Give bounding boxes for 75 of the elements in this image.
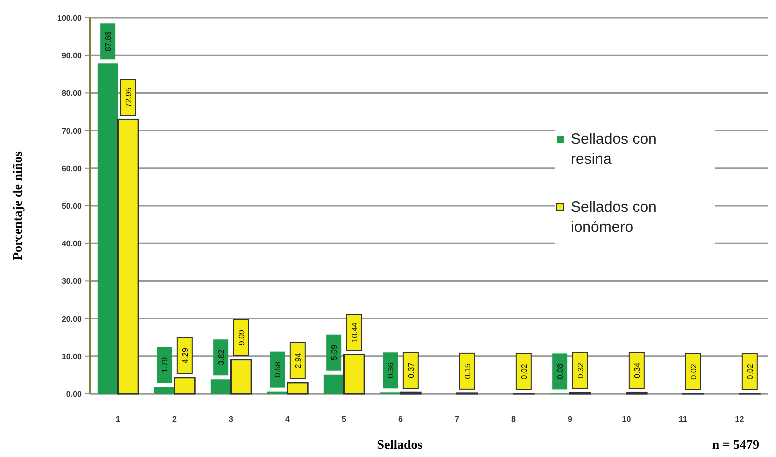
value-tag: 9.09 bbox=[233, 319, 250, 356]
value-tag: 0.32 bbox=[572, 352, 588, 390]
value-tag: 72.95 bbox=[120, 79, 136, 116]
value-tag: 5.09 bbox=[326, 334, 342, 371]
x-tick-label: 8 bbox=[512, 415, 517, 424]
legend-label: Sellados con ionómero bbox=[571, 199, 657, 236]
data-label: 0.34 bbox=[632, 362, 642, 379]
value-tag: 0.34 bbox=[628, 352, 645, 390]
y-tick-label: 70.00 bbox=[62, 126, 83, 136]
data-label: 0.37 bbox=[406, 362, 416, 378]
data-label: 3.82 bbox=[217, 349, 226, 366]
value-tag: 4.29 bbox=[176, 337, 193, 374]
y-tick-label: 50.00 bbox=[62, 202, 83, 211]
data-label: 4.29 bbox=[180, 348, 190, 364]
value-tag: 0.37 bbox=[402, 352, 419, 390]
text: n = 5479 bbox=[712, 437, 760, 452]
y-tick-label: 20.00 bbox=[62, 314, 83, 324]
value-tag: 2.94 bbox=[290, 342, 306, 380]
bar bbox=[174, 377, 196, 395]
data-label: 0.02 bbox=[746, 364, 755, 380]
y-tick-label: 40.00 bbox=[62, 240, 83, 249]
bar bbox=[210, 380, 232, 394]
y-tick-label: 30.00 bbox=[62, 277, 83, 286]
x-tick-label: 5 bbox=[342, 415, 348, 424]
x-tick-label: 3 bbox=[229, 415, 234, 424]
value-tag: 0.36 bbox=[383, 352, 398, 389]
y-tick-label: 80.00 bbox=[62, 89, 83, 98]
bar bbox=[230, 359, 252, 395]
value-tag: 0.02 bbox=[516, 353, 532, 390]
y-tick-label: 0.00 bbox=[66, 390, 83, 399]
data-label: 5.09 bbox=[330, 344, 340, 361]
value-tag: 0.02 bbox=[685, 353, 702, 390]
data-label: 0.02 bbox=[520, 364, 529, 380]
data-label: 0.02 bbox=[689, 364, 698, 380]
value-tag: 87.86 bbox=[100, 24, 116, 60]
data-label: 72.95 bbox=[124, 87, 134, 108]
y-tick-label: 10.00 bbox=[62, 352, 83, 362]
bar bbox=[98, 64, 118, 394]
data-label: 0.58 bbox=[274, 361, 283, 378]
data-label: 0.15 bbox=[463, 363, 472, 380]
bar bbox=[118, 118, 140, 395]
value-tag: 0.08 bbox=[552, 354, 568, 390]
data-label: 87.86 bbox=[104, 31, 114, 52]
bar bbox=[344, 354, 366, 395]
bar bbox=[154, 387, 175, 394]
x-axis-title: Sellados bbox=[377, 437, 423, 452]
value-tag: 0.15 bbox=[459, 352, 476, 390]
y-tick-label: 100.00 bbox=[58, 14, 83, 23]
bar bbox=[324, 374, 344, 394]
bar bbox=[287, 382, 309, 395]
value-tag: 10.44 bbox=[346, 314, 362, 352]
y-tick-label: 90.00 bbox=[62, 52, 83, 61]
value-tag: 3.82 bbox=[214, 340, 229, 376]
data-label: 0.36 bbox=[386, 362, 396, 378]
x-tick-label: 9 bbox=[568, 415, 574, 424]
value-tag: 1.79 bbox=[157, 347, 172, 384]
x-tick-label: 11 bbox=[679, 415, 688, 424]
data-label: 0.08 bbox=[556, 363, 566, 380]
x-tick-label: 2 bbox=[172, 415, 178, 424]
value-tag: 0.02 bbox=[742, 353, 758, 390]
data-label: 10.44 bbox=[350, 322, 360, 343]
data-label: 9.09 bbox=[237, 329, 246, 346]
legend-label: Sellados con resina bbox=[571, 131, 657, 168]
value-tag: 0.58 bbox=[270, 352, 286, 388]
x-tick-label: 1 bbox=[116, 415, 122, 424]
x-tick-label: 10 bbox=[622, 415, 632, 424]
x-tick-label: 7 bbox=[455, 415, 460, 424]
y-tick-label: 60.00 bbox=[62, 164, 83, 174]
y-axis-title: Porcentaje de niños bbox=[10, 152, 25, 260]
data-label: 0.32 bbox=[576, 362, 586, 379]
x-tick-label: 4 bbox=[286, 415, 291, 424]
x-tick-label: 6 bbox=[398, 415, 404, 424]
data-label: 1.79 bbox=[160, 356, 170, 374]
data-label: 2.94 bbox=[294, 352, 303, 369]
x-tick-label: 12 bbox=[735, 415, 745, 424]
